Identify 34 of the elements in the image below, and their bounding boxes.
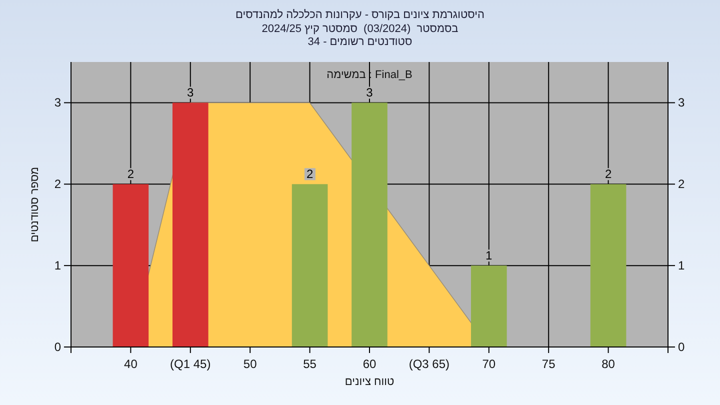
data-label: 2: [127, 167, 134, 182]
data-label: 2: [306, 167, 314, 182]
annotation: במשימה : Final_B: [326, 69, 412, 81]
y2-tick-label: 3: [678, 96, 685, 110]
y-tick-label: 0: [54, 340, 62, 354]
x-tick-label: (Q3 65): [408, 357, 450, 371]
y2-tick-label: 2: [678, 177, 685, 192]
x-tick-label: (Q1 45): [170, 357, 211, 371]
y-tick-label: 2: [54, 177, 62, 192]
data-label: 1: [486, 248, 493, 263]
data-label: 3: [187, 86, 194, 100]
x-tick-label: 60: [362, 357, 376, 371]
x-tick-label: 40: [124, 357, 138, 371]
x-tick-label: 70: [482, 357, 496, 371]
bar: [292, 184, 328, 347]
chart-subtitle: בסמסטר (03/2024) סמסטר קיץ 2024/25 סטודנטים רשומים - 34: [262, 23, 459, 48]
bar: [112, 184, 149, 347]
x-tick-label: 55: [303, 357, 317, 371]
bar: [590, 184, 626, 347]
y2-tick-label: 1: [678, 258, 685, 273]
x-tick-label: 75: [542, 357, 556, 371]
bar: [470, 266, 507, 347]
y-tick-label: 3: [54, 96, 62, 110]
bar: [352, 102, 388, 347]
data-label: 2: [604, 167, 612, 182]
x-tick-label: 80: [602, 357, 616, 371]
x-tick-label: 50: [243, 357, 258, 371]
chart-title: היסטוגרמת ציונים בקורס - עקרונות הכלכלה למהנדסים: [236, 9, 484, 21]
data-label: 3: [366, 86, 374, 100]
x-axis-title: טווח ציונים: [344, 376, 394, 388]
y-axis-title: מספר סטודנטים: [29, 166, 41, 242]
y-tick-label: 1: [54, 258, 62, 273]
bar: [172, 102, 208, 347]
y2-tick-label: 0: [678, 340, 685, 354]
